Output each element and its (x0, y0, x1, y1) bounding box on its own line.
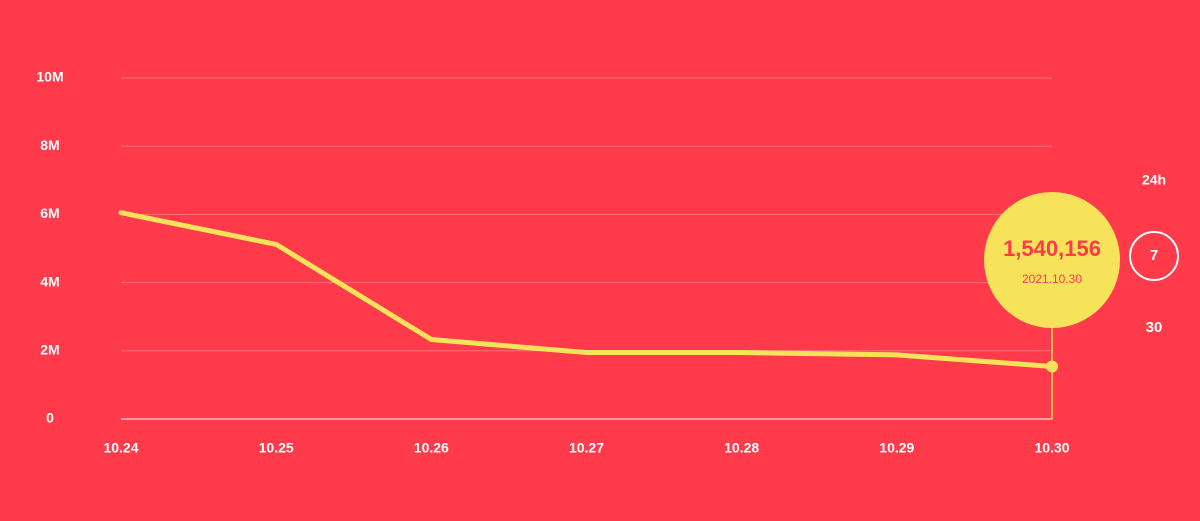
x-tick-label: 10.27 (569, 440, 604, 456)
period-option[interactable]: 24h (1142, 172, 1166, 188)
x-tick-label: 10.29 (879, 440, 914, 456)
x-tick-label: 10.28 (724, 440, 759, 456)
y-tick-label: 0 (46, 410, 54, 426)
tooltip-date: 2021.10.30 (1022, 272, 1082, 286)
x-tick-label: 10.25 (259, 440, 294, 456)
tooltip-bubble (984, 192, 1120, 328)
period-selected-ring (1129, 231, 1179, 281)
y-tick-label: 8M (40, 137, 59, 153)
period-option[interactable]: 7 (1150, 247, 1158, 264)
y-tick-label: 2M (40, 342, 59, 358)
data-point (1046, 360, 1058, 373)
y-tick-label: 10M (36, 69, 63, 85)
x-tick-label: 10.30 (1034, 440, 1069, 456)
y-tick-label: 4M (40, 273, 59, 289)
y-tick-label: 6M (40, 205, 59, 221)
period-option[interactable]: 30 (1146, 319, 1163, 336)
data-line (118, 210, 1055, 369)
tooltip-value: 1,540,156 (1003, 236, 1101, 261)
x-tick-label: 10.24 (103, 440, 138, 456)
x-tick-label: 10.26 (414, 440, 449, 456)
